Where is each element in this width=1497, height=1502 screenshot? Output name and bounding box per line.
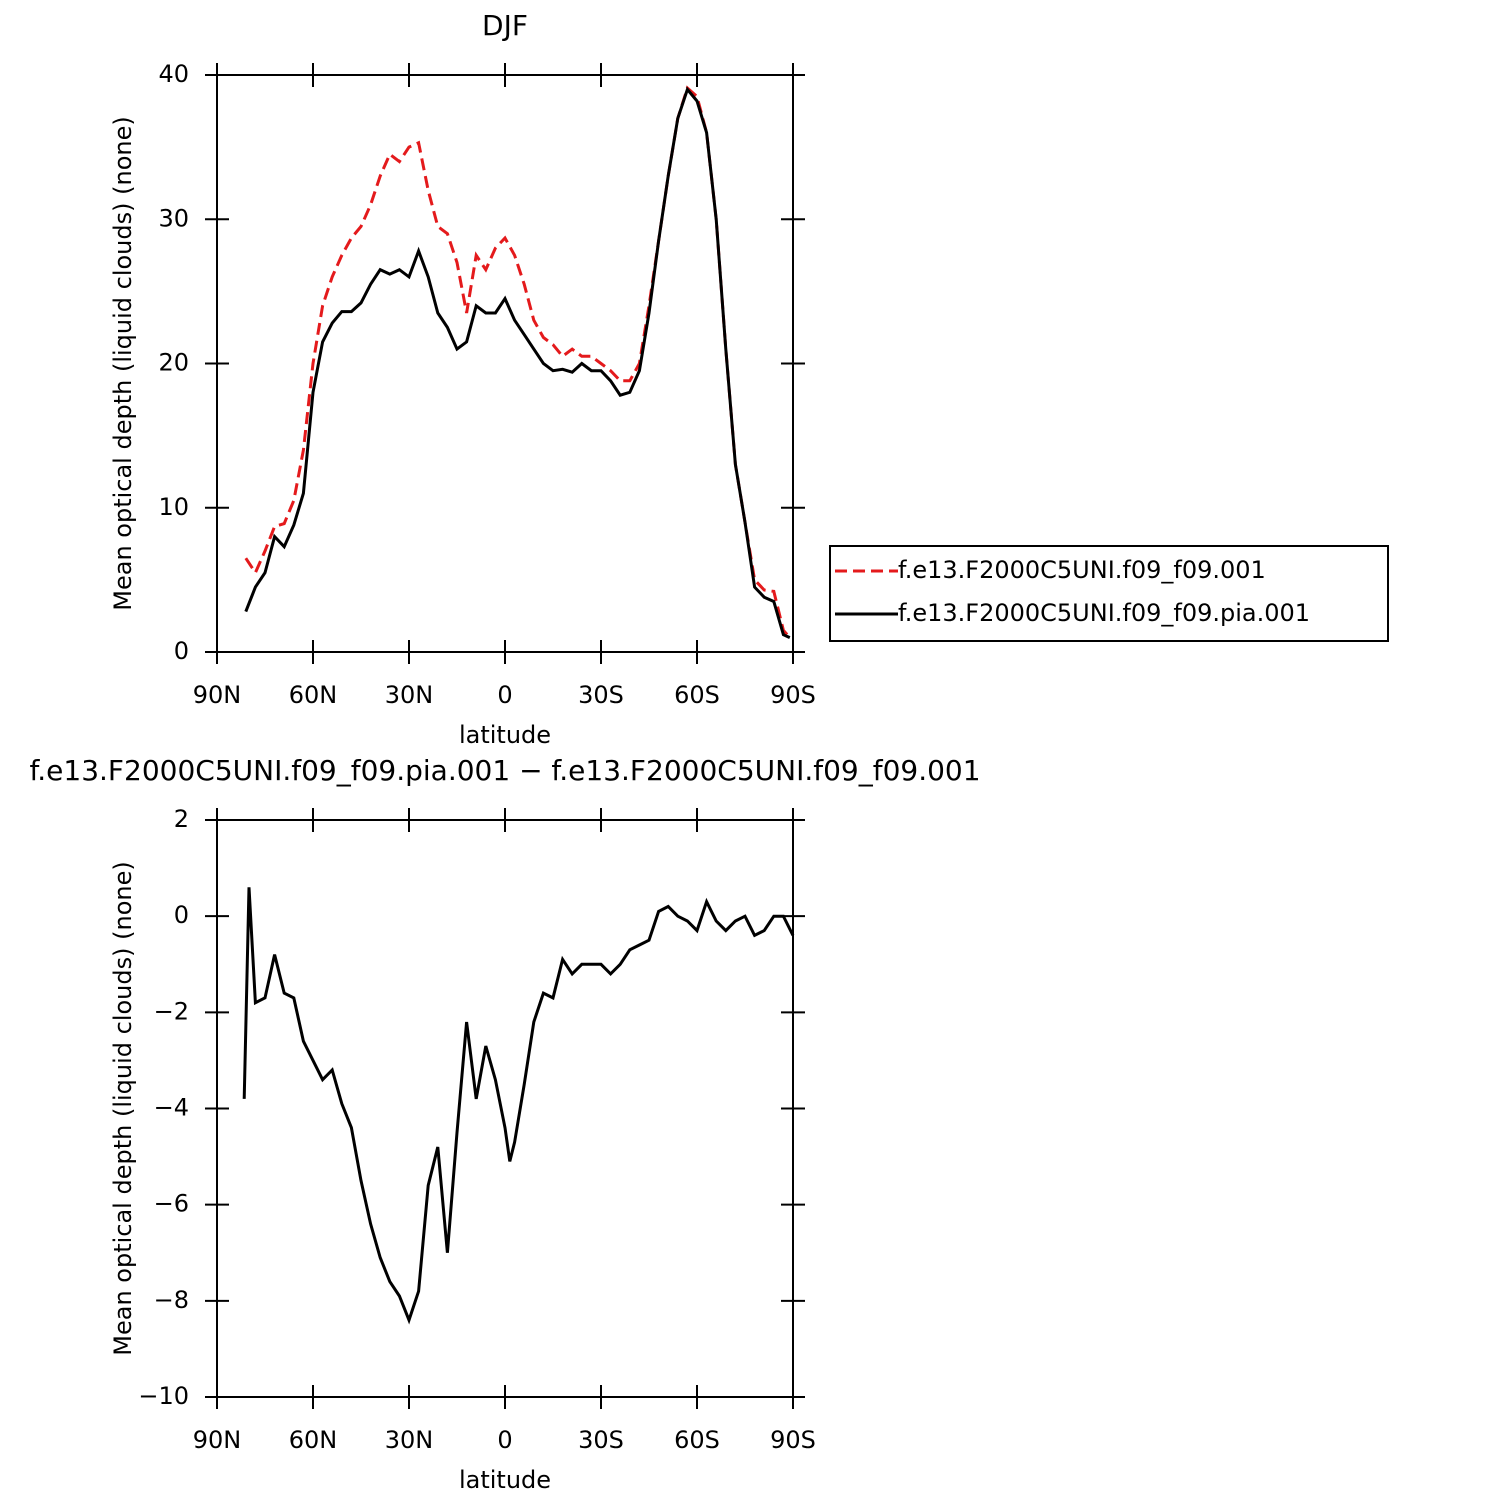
series-line <box>244 86 791 639</box>
legend-box <box>829 545 1389 642</box>
x-axis-label: latitude <box>459 721 551 749</box>
x-tick-label: 30N <box>385 1426 434 1454</box>
legend-label: f.e13.F2000C5UNI.f09_f09.pia.001 <box>898 599 1310 627</box>
y-tick-label: −6 <box>154 1190 189 1218</box>
y-tick-label: 0 <box>174 637 189 665</box>
y-tick-label: −10 <box>138 1382 189 1410</box>
x-tick-label: 0 <box>497 1426 512 1454</box>
y-tick-label: 30 <box>158 204 189 232</box>
plot-frame <box>216 819 794 1398</box>
x-axis-label: latitude <box>459 1466 551 1494</box>
series-line <box>242 887 795 1325</box>
x-tick-label: 60S <box>674 681 720 709</box>
x-tick-label: 60S <box>674 1426 720 1454</box>
x-tick-label: 60N <box>289 1426 338 1454</box>
plot-frame <box>216 74 794 653</box>
y-tick-label: 10 <box>158 493 189 521</box>
y-tick-label: 0 <box>174 901 189 929</box>
y-tick-label: −8 <box>154 1286 189 1314</box>
y-tick-label: −2 <box>154 997 189 1025</box>
y-axis-label: Mean optical depth (liquid clouds) (none… <box>109 116 137 610</box>
x-tick-label: 90S <box>770 681 816 709</box>
chart-title: DJF <box>482 9 528 42</box>
x-tick-label: 90N <box>193 681 242 709</box>
series-line <box>244 85 791 639</box>
x-tick-label: 90S <box>770 1426 816 1454</box>
y-tick-label: 20 <box>158 349 189 377</box>
y-axis-label: Mean optical depth (liquid clouds) (none… <box>109 861 137 1355</box>
x-tick-label: 60N <box>289 681 338 709</box>
y-tick-label: 40 <box>158 60 189 88</box>
y-tick-label: −4 <box>154 1094 189 1122</box>
x-tick-label: 30S <box>578 1426 624 1454</box>
y-tick-label: 2 <box>174 805 189 833</box>
chart-title: f.e13.F2000C5UNI.f09_f09.pia.001 − f.e13… <box>29 754 980 787</box>
x-tick-label: 90N <box>193 1426 242 1454</box>
x-tick-label: 30S <box>578 681 624 709</box>
x-tick-label: 0 <box>497 681 512 709</box>
x-tick-label: 30N <box>385 681 434 709</box>
legend-label: f.e13.F2000C5UNI.f09_f09.001 <box>898 556 1266 584</box>
